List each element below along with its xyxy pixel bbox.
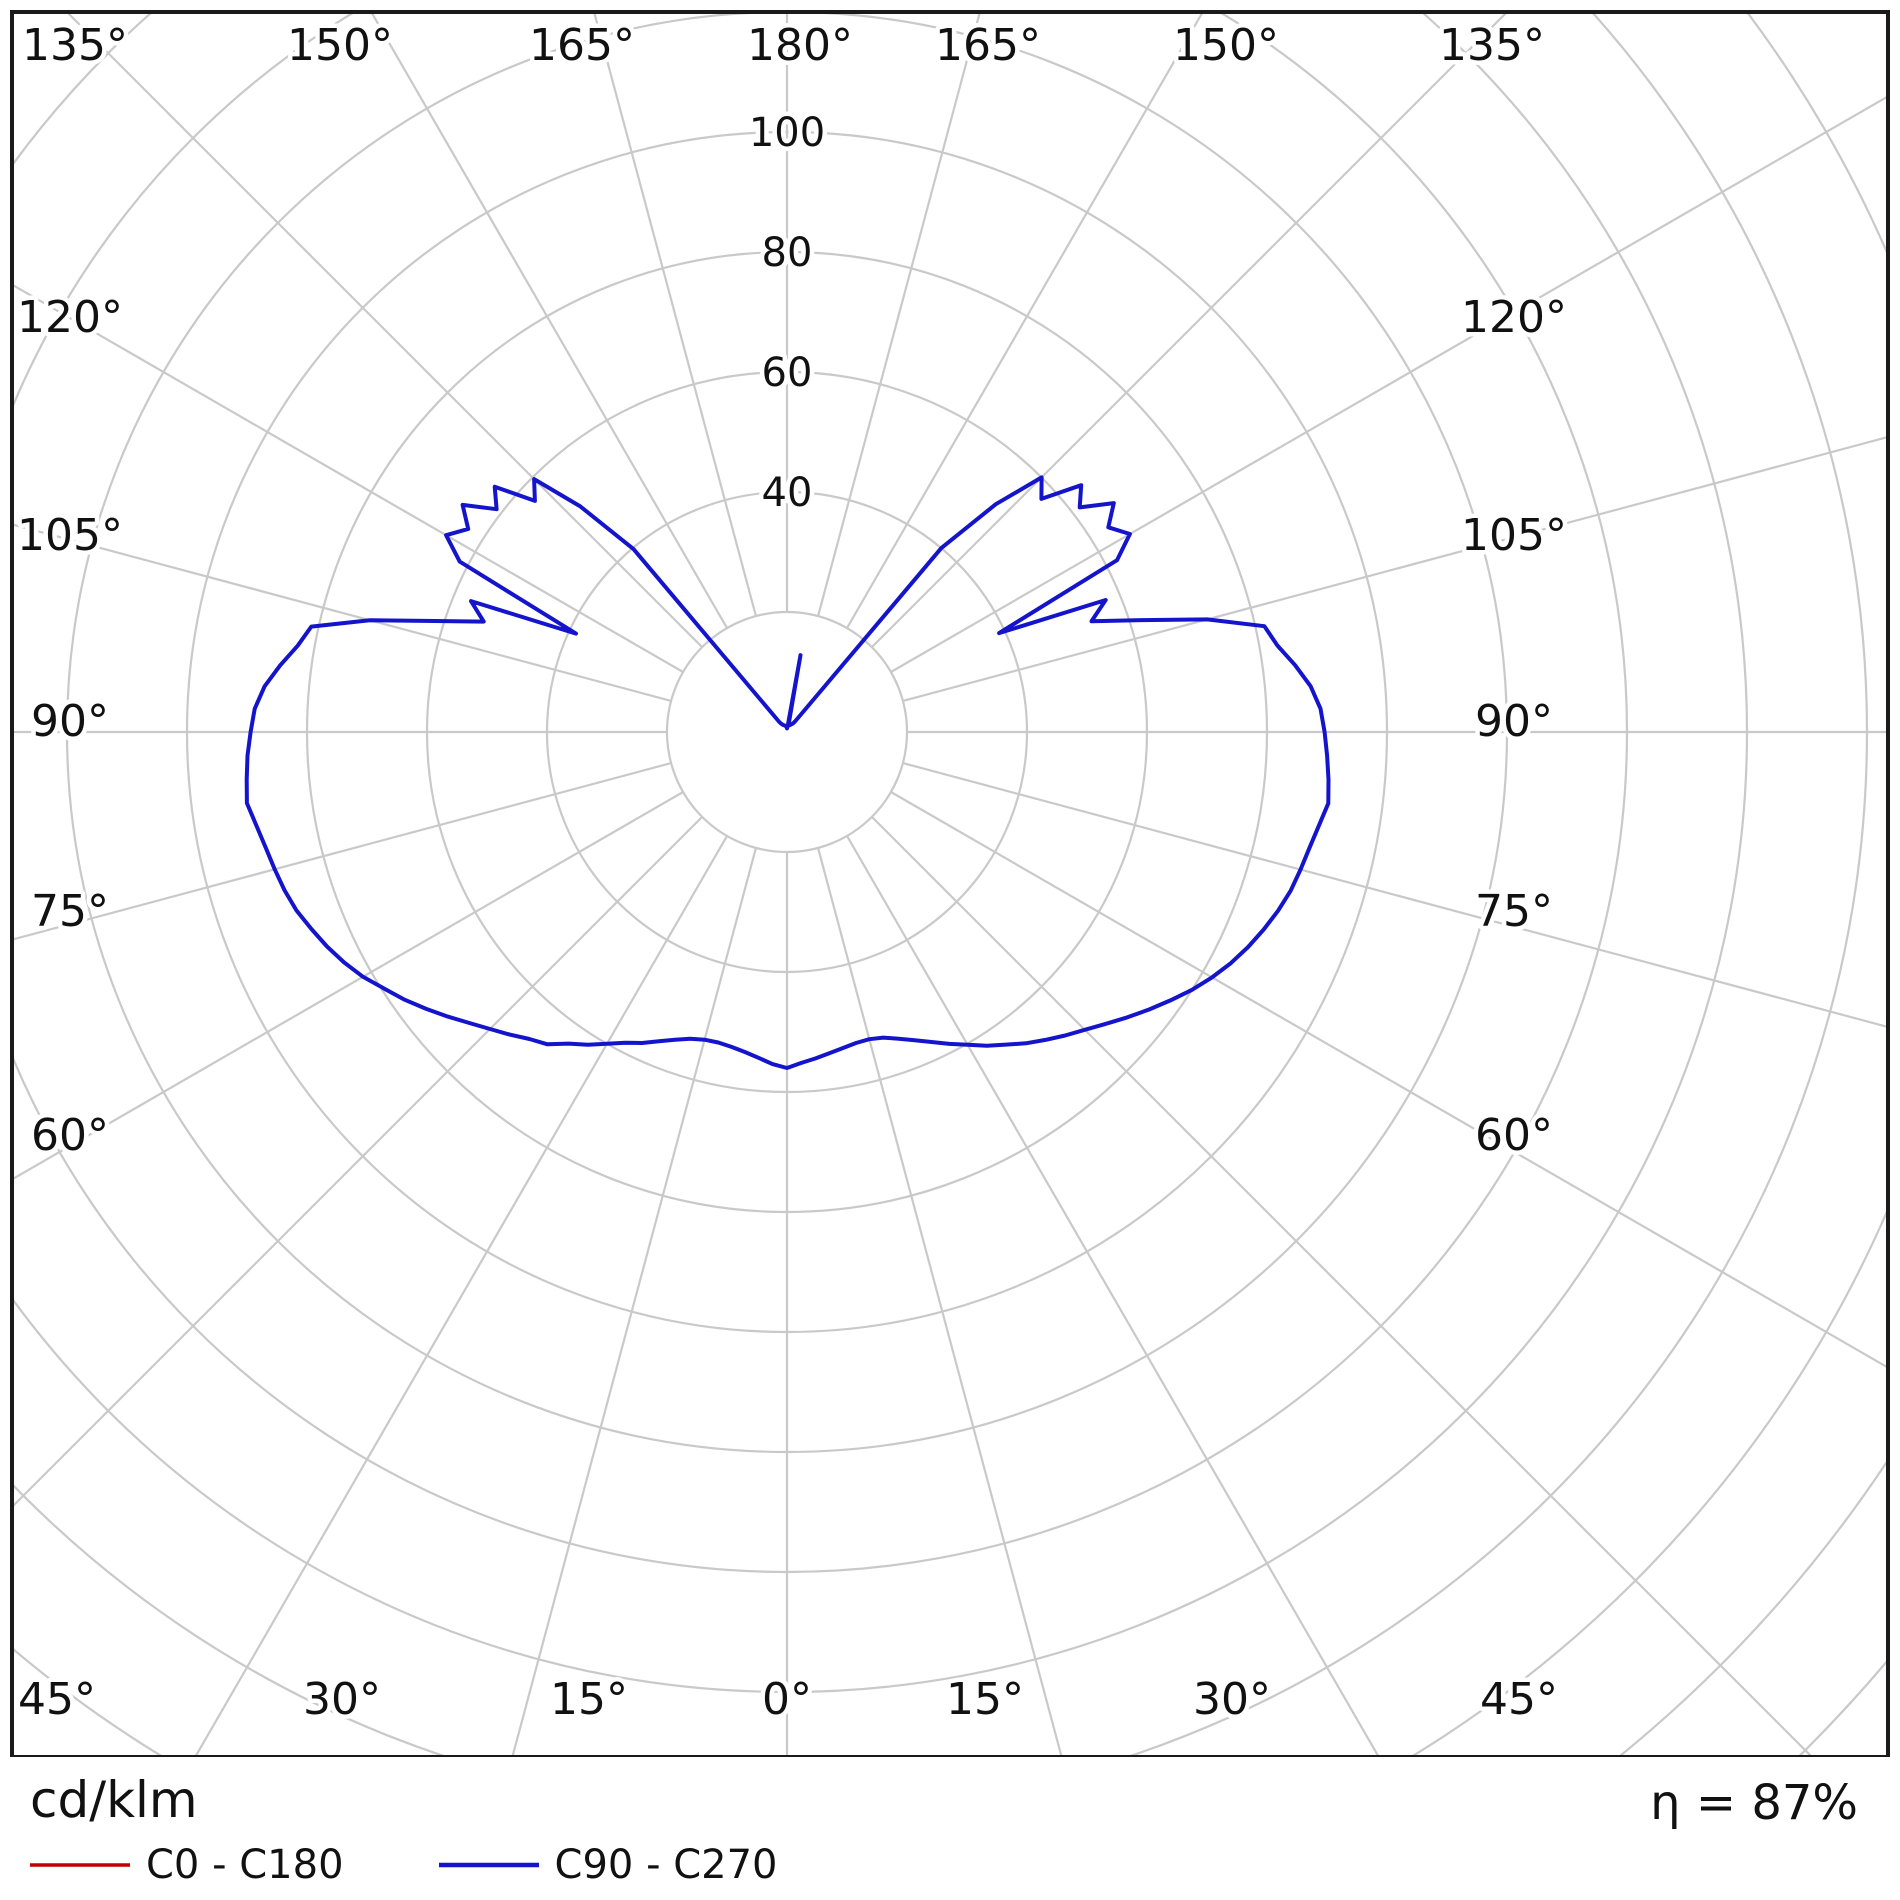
- angle-label-top: 165°: [529, 20, 635, 71]
- radial-tick-label: 40: [762, 470, 813, 516]
- legend-line-c90-c270-icon: [438, 1862, 539, 1868]
- angle-label-left: 105°: [17, 510, 123, 561]
- angle-label-right: 120°: [1461, 292, 1567, 343]
- efficiency-label: η = 87%: [1650, 1775, 1858, 1831]
- angle-label-bottom: 15°: [946, 1674, 1024, 1725]
- radial-tick-label: 60: [762, 350, 813, 396]
- angle-label-top: 135°: [22, 20, 128, 71]
- angle-label-left: 75°: [31, 886, 109, 937]
- angle-label-left: 120°: [17, 292, 123, 343]
- legend-line-c0-c180-icon: [30, 1863, 130, 1867]
- legend: C0 - C180 C90 - C270: [30, 1845, 873, 1885]
- angle-label-bottom: 15°: [550, 1674, 628, 1725]
- units-label: cd/klm: [30, 1771, 198, 1829]
- angle-label-bottom: 30°: [303, 1674, 381, 1725]
- angle-label-left: 90°: [31, 696, 109, 747]
- angle-label-bottom: 45°: [1480, 1674, 1558, 1725]
- radial-tick-label: 100: [749, 110, 825, 156]
- legend-label-c0-c180: C0 - C180: [146, 1842, 344, 1888]
- angle-label-top: 165°: [935, 20, 1041, 71]
- angle-label-right: 60°: [1475, 1110, 1553, 1161]
- curve-c90-c270: [244, 475, 1331, 1070]
- chart-frame: [10, 10, 1890, 1759]
- radial-tick-label: 80: [762, 230, 813, 276]
- angle-label-top: 135°: [1439, 20, 1545, 71]
- angle-label-right: 75°: [1475, 886, 1553, 937]
- angle-label-bottom: 0°: [762, 1674, 812, 1725]
- legend-item-c0-c180: C0 - C180: [30, 1845, 344, 1885]
- angle-label-top: 150°: [1173, 20, 1279, 71]
- angle-label-right: 90°: [1475, 696, 1553, 747]
- angle-label-bottom: 30°: [1193, 1674, 1271, 1725]
- angle-label-top: 150°: [287, 20, 393, 71]
- legend-item-c90-c270: C90 - C270: [438, 1842, 778, 1888]
- angle-label-bottom: 45°: [18, 1674, 96, 1725]
- chart-footer: cd/klm η = 87% C0 - C180 C90 - C270: [0, 1757, 1900, 1900]
- angle-label-left: 60°: [31, 1110, 109, 1161]
- angle-label-right: 105°: [1461, 510, 1567, 561]
- legend-label-c90-c270: C90 - C270: [554, 1842, 778, 1888]
- angle-label-top: 180°: [747, 20, 853, 71]
